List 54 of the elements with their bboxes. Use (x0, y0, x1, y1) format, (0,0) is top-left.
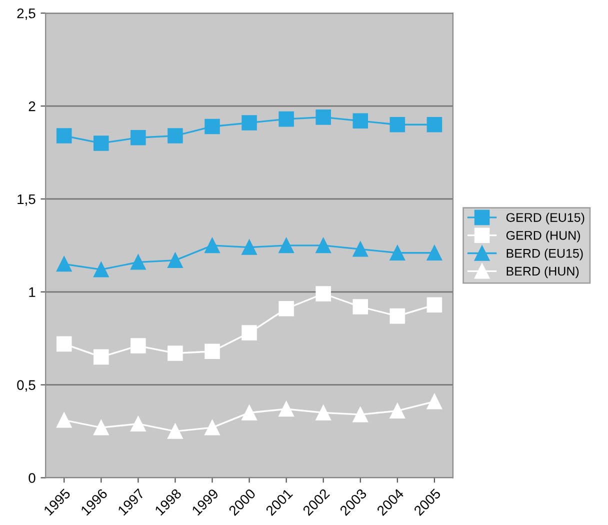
point (56, 256, 72, 272)
point (278, 111, 294, 127)
point (242, 240, 257, 255)
point (278, 300, 294, 316)
point (168, 252, 183, 268)
y-tick-label: 2 (28, 101, 36, 112)
point (390, 116, 406, 132)
point (352, 113, 368, 129)
point (130, 416, 146, 432)
point (56, 412, 72, 428)
legend-label: GERD (HUN) (506, 230, 580, 242)
point (168, 424, 183, 439)
point (130, 254, 146, 270)
point (130, 130, 146, 146)
point (278, 401, 294, 417)
y-tick-label: 1 (29, 287, 36, 297)
legend-label: BERD (EU15) (506, 248, 583, 260)
point (352, 406, 368, 422)
point (56, 128, 72, 144)
point (390, 308, 406, 324)
point (94, 349, 109, 365)
point (56, 336, 72, 352)
point (426, 394, 442, 410)
point (204, 238, 220, 254)
point (94, 136, 109, 151)
point (316, 110, 331, 125)
point (130, 338, 146, 354)
point (316, 405, 331, 420)
y-tick-label: 0,5 (17, 380, 36, 392)
point (242, 115, 257, 130)
point (390, 403, 406, 418)
point (316, 286, 331, 302)
y-tick-label: 0 (28, 473, 36, 483)
point (352, 242, 368, 257)
point (94, 420, 109, 436)
y-tick-label: 2,5 (17, 8, 36, 20)
y-tick-label: 1,5 (18, 194, 36, 206)
point (352, 299, 368, 314)
point (426, 245, 442, 261)
legend-label: GERD (EU15) (506, 212, 584, 224)
point (242, 325, 257, 340)
point (242, 405, 257, 420)
point (390, 245, 406, 261)
point (278, 238, 294, 254)
point (316, 238, 331, 254)
point (94, 262, 109, 278)
point (204, 420, 220, 436)
point (204, 118, 220, 134)
point (426, 297, 442, 313)
legend-label: BERD (HUN) (506, 266, 579, 278)
point (426, 116, 442, 132)
point (204, 344, 220, 360)
point (168, 346, 183, 361)
point (168, 128, 183, 144)
